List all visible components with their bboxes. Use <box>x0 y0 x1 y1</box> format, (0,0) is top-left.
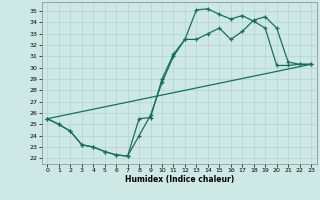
X-axis label: Humidex (Indice chaleur): Humidex (Indice chaleur) <box>124 175 234 184</box>
